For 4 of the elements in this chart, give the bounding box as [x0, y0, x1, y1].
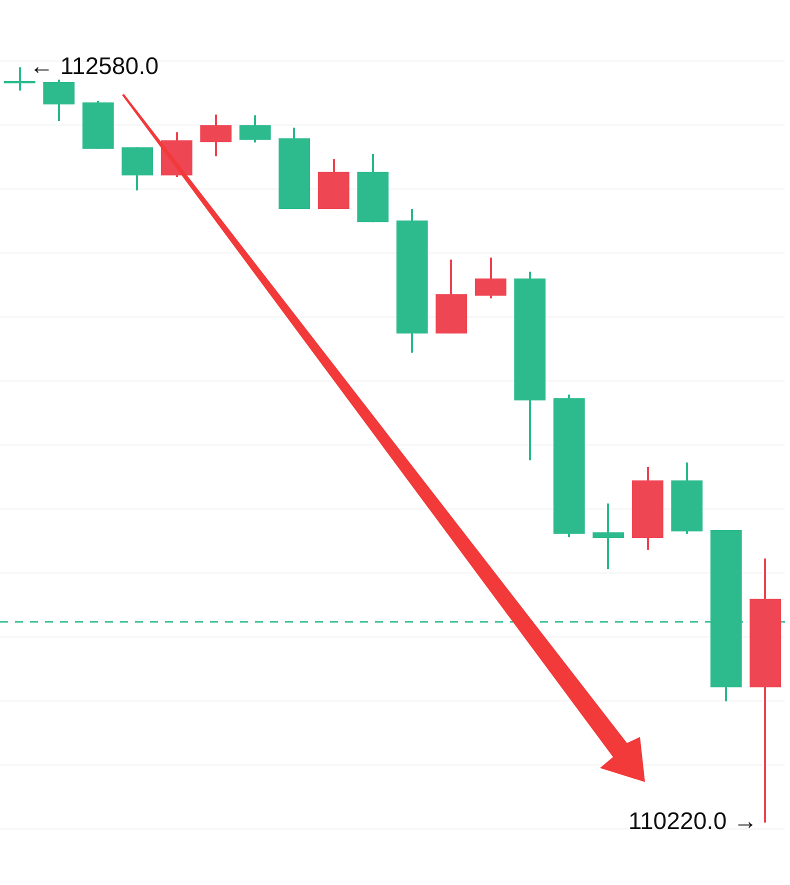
candlestick [592, 502, 624, 570]
annotation: ← 112580.0 [30, 52, 159, 80]
annotation: 110220.0 → [628, 808, 758, 836]
candlestick [4, 66, 36, 92]
